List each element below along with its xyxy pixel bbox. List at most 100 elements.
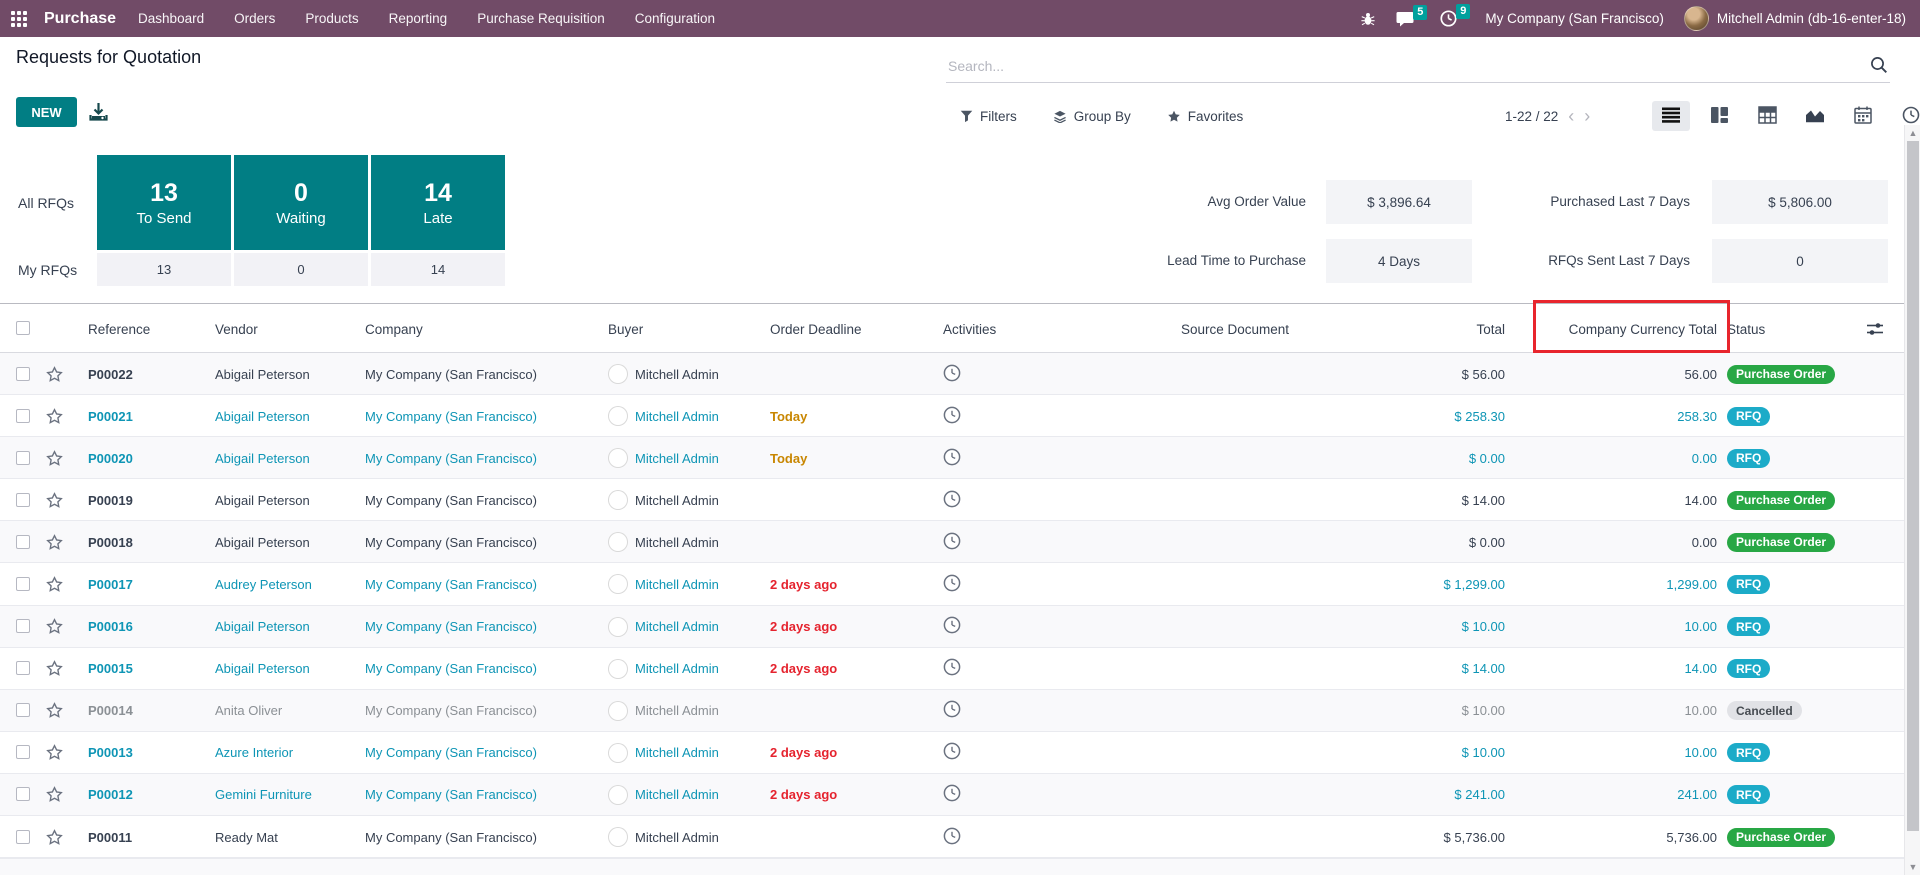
row-checkbox[interactable] (16, 492, 30, 507)
column-header-reference[interactable]: Reference (88, 321, 151, 337)
column-header-currency_total[interactable]: Company Currency Total (1568, 321, 1717, 337)
activity-view-button[interactable] (1892, 101, 1920, 131)
table-row[interactable]: P00015 Abigail Peterson My Company (San Fr… (0, 647, 1904, 690)
menu-item-orders[interactable]: Orders (234, 11, 276, 26)
search-icon[interactable] (1870, 56, 1888, 77)
favorite-star-icon[interactable] (46, 774, 70, 816)
debug-bug-icon[interactable] (1360, 11, 1376, 27)
my-kpi-to-send[interactable]: 13 (97, 253, 231, 286)
favorite-star-icon[interactable] (46, 395, 70, 437)
row-checkbox[interactable] (16, 366, 30, 381)
vertical-scrollbar[interactable]: ▲ ▼ (1904, 125, 1920, 875)
partial-next-row[interactable] (0, 858, 1904, 875)
activity-clock-icon[interactable] (943, 490, 961, 511)
activity-clock-icon[interactable] (943, 616, 961, 637)
activity-clock-icon[interactable] (943, 827, 961, 848)
favorite-star-icon[interactable] (46, 521, 70, 563)
table-row[interactable]: P00013 Azure Interior My Company (San Fran… (0, 731, 1904, 774)
menu-item-reporting[interactable]: Reporting (388, 11, 448, 26)
column-header-buyer[interactable]: Buyer (608, 321, 644, 337)
apps-menu-icon[interactable] (0, 0, 38, 37)
row-checkbox[interactable] (16, 661, 30, 676)
optional-columns-icon[interactable] (1866, 304, 1896, 354)
favorites-button[interactable]: Favorites (1167, 109, 1243, 124)
row-checkbox[interactable] (16, 450, 30, 465)
table-row[interactable]: P00017 Audrey Peterson My Company (San Fra… (0, 563, 1904, 606)
column-header-source[interactable]: Source Document (1181, 321, 1290, 337)
row-checkbox[interactable] (16, 619, 30, 634)
row-checkbox[interactable] (16, 534, 30, 549)
row-checkbox[interactable] (16, 703, 30, 718)
column-header-total[interactable]: Total (1476, 321, 1505, 337)
activity-clock-icon[interactable] (943, 448, 961, 469)
pager-next-button[interactable]: › (1584, 106, 1591, 126)
activity-clock-icon[interactable] (943, 532, 961, 553)
menu-item-products[interactable]: Products (305, 11, 359, 26)
menu-item-dashboard[interactable]: Dashboard (138, 11, 205, 26)
table-row[interactable]: P00018 Abigail Peterson My Company (San Fr… (0, 521, 1904, 564)
new-button[interactable]: NEW (16, 97, 77, 127)
pager-prev-button[interactable]: ‹ (1568, 106, 1575, 126)
kpi-card-waiting[interactable]: 0 Waiting (234, 155, 368, 250)
activity-clock-icon[interactable] (943, 364, 961, 385)
messages-icon[interactable]: 5 (1396, 4, 1428, 27)
export-download-icon[interactable] (89, 102, 108, 125)
calendar-view-button[interactable] (1844, 101, 1882, 131)
table-row[interactable]: P00014 Anita Oliver My Company (San Franci… (0, 689, 1904, 732)
search-input[interactable] (946, 57, 1870, 75)
activity-clock-icon[interactable] (943, 700, 961, 721)
activities-icon[interactable]: 9 (1440, 4, 1471, 27)
table-row[interactable]: P00012 Gemini Furniture My Company (San Fr… (0, 773, 1904, 817)
column-header-status[interactable]: Status (1727, 321, 1766, 337)
pivot-view-button[interactable] (1748, 101, 1786, 131)
my-kpi-waiting[interactable]: 0 (234, 253, 368, 286)
scrollbar-thumb[interactable] (1907, 141, 1919, 831)
favorite-star-icon[interactable] (46, 606, 70, 648)
kpi-card-late[interactable]: 14 Late (371, 155, 505, 250)
favorite-star-icon[interactable] (46, 648, 70, 690)
menu-item-configuration[interactable]: Configuration (634, 11, 716, 26)
pivot-view-icon (1757, 105, 1777, 127)
select-all-checkbox[interactable] (16, 321, 30, 335)
filters-button[interactable]: Filters (960, 109, 1017, 124)
activity-clock-icon[interactable] (943, 784, 961, 805)
favorite-star-icon[interactable] (46, 732, 70, 774)
row-checkbox[interactable] (16, 829, 30, 844)
column-header-vendor[interactable]: Vendor (215, 321, 258, 337)
scroll-up-arrow[interactable]: ▲ (1908, 128, 1918, 138)
favorite-star-icon[interactable] (46, 690, 70, 732)
row-checkbox[interactable] (16, 577, 30, 592)
my-kpi-late[interactable]: 14 (371, 253, 505, 286)
activity-clock-icon[interactable] (943, 658, 961, 679)
app-name[interactable]: Purchase (44, 9, 117, 27)
favorite-star-icon[interactable] (46, 353, 70, 395)
row-checkbox[interactable] (16, 408, 30, 423)
table-row[interactable]: P00019 Abigail Peterson My Company (San Fr… (0, 479, 1904, 522)
row-checkbox[interactable] (16, 745, 30, 760)
column-header-company[interactable]: Company (365, 321, 423, 337)
favorite-star-icon[interactable] (46, 437, 70, 479)
activity-clock-icon[interactable] (943, 574, 961, 595)
favorite-star-icon[interactable] (46, 479, 70, 521)
activity-clock-icon[interactable] (943, 406, 961, 427)
favorite-star-icon[interactable] (46, 816, 70, 858)
kanban-view-button[interactable] (1700, 101, 1738, 131)
row-checkbox[interactable] (16, 787, 30, 802)
column-header-activities[interactable]: Activities (943, 321, 997, 337)
graph-view-button[interactable] (1796, 101, 1834, 131)
table-row[interactable]: P00022 Abigail Peterson My Company (San Fr… (0, 353, 1904, 396)
menu-item-purchase-requisition[interactable]: Purchase Requisition (477, 11, 605, 26)
kpi-card-to-send[interactable]: 13 To Send (97, 155, 231, 250)
activity-clock-icon[interactable] (943, 742, 961, 763)
table-row[interactable]: P00020 Abigail Peterson My Company (San Fr… (0, 437, 1904, 480)
table-row[interactable]: P00011 Ready Mat My Company (San Francisco… (0, 816, 1904, 859)
group-by-button[interactable]: Group By (1053, 109, 1131, 124)
table-row[interactable]: P00021 Abigail Peterson My Company (San Fr… (0, 395, 1904, 438)
list-view-button[interactable] (1652, 101, 1690, 131)
user-menu[interactable]: Mitchell Admin (db-16-enter-18) (1683, 6, 1906, 31)
column-header-deadline[interactable]: Order Deadline (770, 321, 862, 337)
favorite-star-icon[interactable] (46, 563, 70, 605)
company-switcher[interactable]: My Company (San Francisco) (1485, 11, 1664, 26)
table-row[interactable]: P00016 Abigail Peterson My Company (San Fr… (0, 605, 1904, 648)
scroll-down-arrow[interactable]: ▼ (1908, 862, 1918, 872)
